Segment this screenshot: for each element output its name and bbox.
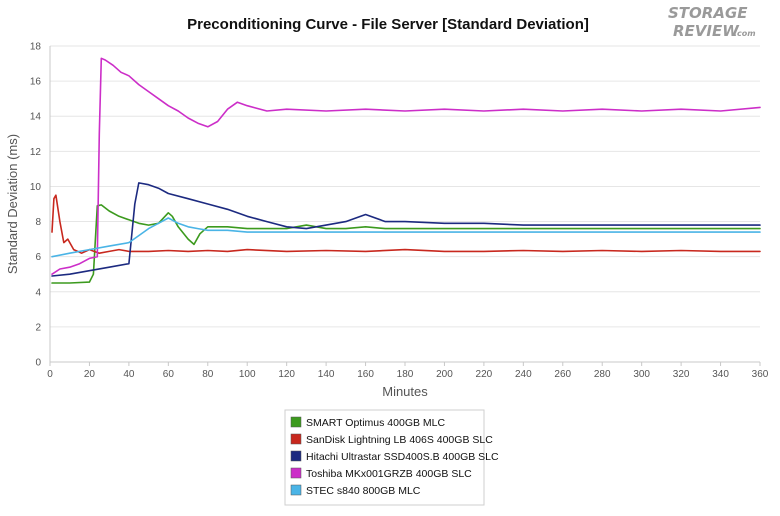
x-tick-label: 360 [752,369,769,380]
x-tick-label: 40 [123,369,135,380]
logo-line-2: REVIEW [673,22,740,40]
series-line-0 [51,204,761,284]
y-tick-label: 16 [30,77,42,88]
y-axis-label: Standard Deviation (ms) [5,134,20,274]
legend-label-4: STEC s840 800GB MLC [306,485,421,497]
y-tick-label: 2 [35,322,41,333]
series-line-2 [51,182,761,277]
x-tick-label: 340 [712,369,729,380]
legend-label-2: Hitachi Ultrastar SSD400S.B 400GB SLC [306,451,499,463]
legend-label-3: Toshiba MKx001GRZB 400GB SLC [306,468,472,480]
x-tick-label: 160 [357,369,374,380]
x-tick-label: 300 [633,369,650,380]
y-tick-label: 6 [35,252,41,263]
legend-items: SMART Optimus 400GB MLC SanDisk Lightning… [290,416,499,497]
x-tick-label: 60 [163,369,175,380]
y-tick-label: 0 [35,358,41,369]
x-tick-label: 140 [318,369,335,380]
y-ticks: 0 2 4 6 8 10 12 14 16 18 [30,42,42,369]
logo-suffix: .com [734,29,756,38]
x-tick-label: 220 [476,369,493,380]
y-tick-label: 14 [30,112,42,123]
x-tick-label: 320 [673,369,690,380]
series-line-3 [51,57,761,276]
x-tick-label: 240 [515,369,532,380]
legend-label-1: SanDisk Lightning LB 406S 400GB SLC [306,434,493,446]
legend-swatch-2 [290,450,302,462]
x-tick-label: 280 [594,369,611,380]
legend-box [284,409,485,506]
x-tick-label: 120 [278,369,295,380]
x-tick-label: 80 [202,369,214,380]
legend-swatch-3 [290,467,302,479]
legend-swatch-0 [290,416,302,428]
x-axis-label: Minutes [382,384,428,399]
legend-label-0: SMART Optimus 400GB MLC [306,417,445,429]
chart-title: Preconditioning Curve - File Server [Sta… [187,16,589,33]
legend: SMART Optimus 400GB MLC SanDisk Lightning… [284,409,499,506]
y-tick-label: 18 [30,42,42,53]
logo-line-1: STORAGE [668,4,748,22]
series-line-4 [51,217,761,258]
y-tick-label: 12 [30,147,42,158]
y-tick-label: 4 [35,287,41,298]
x-tick-label: 20 [84,369,96,380]
legend-swatch-4 [290,484,302,496]
x-tick-label: 200 [436,369,453,380]
storagereview-logo: STORAGE REVIEW .com [668,4,756,40]
x-tick-label: 100 [239,369,256,380]
y-tick-label: 8 [35,217,41,228]
x-tick-label: 180 [397,369,414,380]
x-ticks: 0 20 40 60 80 100 120 140 160 180 200 220 240 260 280 3… [47,362,769,380]
x-tick-label: 260 [554,369,571,380]
legend-swatch-1 [290,433,302,445]
series-lines [51,57,761,284]
y-tick-label: 10 [30,182,42,193]
x-tick-label: 0 [47,369,53,380]
series-line-1 [51,194,761,254]
grid [50,45,760,363]
